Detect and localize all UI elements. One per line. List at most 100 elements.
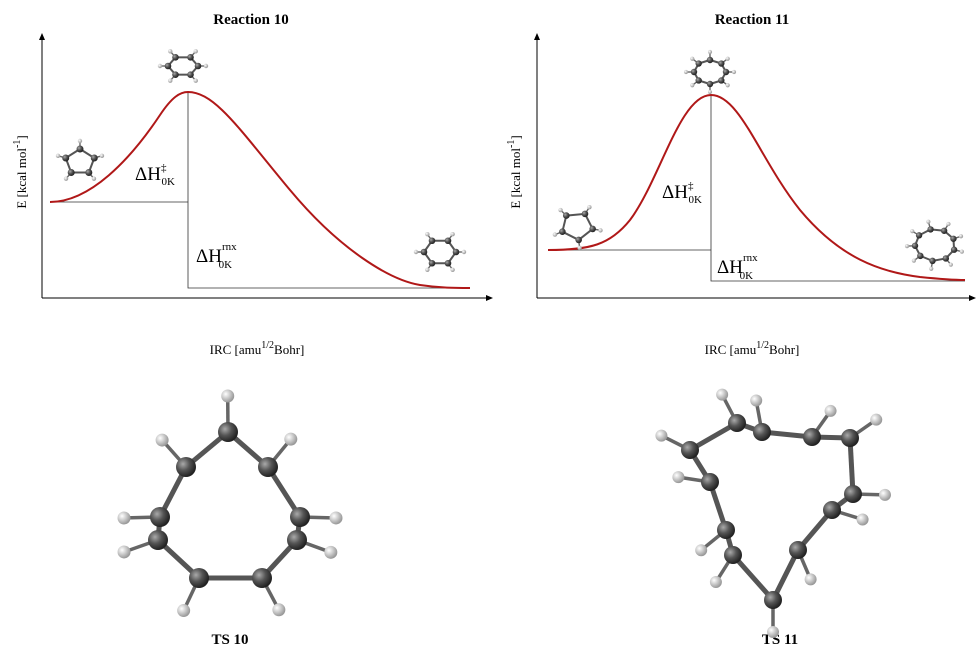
carbon-atom [189, 568, 209, 588]
hydrogen-atom [767, 626, 779, 638]
carbon-atom [77, 146, 84, 153]
carbon-atom [912, 243, 918, 249]
carbon-atom [445, 237, 452, 244]
carbon-atom [176, 457, 196, 477]
hydrogen-atom [450, 268, 454, 272]
carbon-atom [681, 441, 699, 459]
carbon-atom [728, 414, 746, 432]
carbon-atom [589, 226, 596, 233]
hydrogen-atom [708, 50, 712, 54]
hydrogen-atom [949, 263, 953, 267]
carbon-atom [707, 81, 713, 87]
hydrogen-atom [425, 268, 429, 272]
y-axis-label: E [kcal mol-1] [506, 135, 523, 208]
hydrogen-atom [879, 489, 891, 501]
hydrogen-atom [926, 220, 930, 224]
carbon-atom [258, 457, 278, 477]
panel-title: Reaction 11 [715, 12, 790, 28]
hydrogen-atom [194, 49, 198, 53]
hydrogen-atom [708, 90, 712, 94]
carbon-atom [453, 249, 460, 256]
hydrogen-atom [805, 573, 817, 585]
hydrogen-atom [177, 604, 190, 617]
carbon-atom [165, 63, 172, 70]
carbon-atom [695, 77, 701, 83]
hydrogen-atom [194, 79, 198, 83]
hydrogen-atom [684, 70, 688, 74]
structure-label: TS 10 [211, 632, 248, 648]
hydrogen-atom [92, 176, 96, 180]
x-axis-label: IRC [amu1/2Bohr] [210, 340, 305, 357]
carbon-atom [753, 423, 771, 441]
hydrogen-atom [695, 544, 707, 556]
carbon-atom [718, 77, 724, 83]
energy-curve [50, 92, 470, 288]
carbon-atom [218, 422, 238, 442]
carbon-atom [764, 591, 782, 609]
hydrogen-atom [329, 511, 342, 524]
hydrogen-atom [870, 414, 882, 426]
hydrogen-atom [750, 395, 762, 407]
hydrogen-atom [272, 603, 285, 616]
carbon-atom [691, 69, 697, 75]
hydrogen-atom [672, 471, 684, 483]
carbon-atom [917, 253, 923, 259]
carbon-atom [148, 530, 168, 550]
hydrogen-atom [64, 176, 68, 180]
panel-title: Reaction 10 [213, 12, 288, 28]
carbon-atom [927, 226, 933, 232]
hydrogen-atom [910, 229, 914, 233]
carbon-atom [803, 428, 821, 446]
carbon-atom [695, 60, 701, 66]
hydrogen-atom [577, 246, 581, 250]
carbon-atom [575, 237, 582, 244]
carbon-atom [941, 228, 947, 234]
hydrogen-atom [929, 267, 933, 271]
carbon-atom [559, 228, 566, 235]
carbon-atom [172, 71, 179, 78]
carbon-atom [841, 429, 859, 447]
carbon-atom [718, 60, 724, 66]
carbon-atom [950, 236, 956, 242]
carbon-atom [187, 71, 194, 78]
hydrogen-atom [168, 79, 172, 83]
carbon-atom [929, 258, 935, 264]
carbon-atom [252, 568, 272, 588]
hydrogen-atom [56, 154, 60, 158]
carbon-atom [724, 546, 742, 564]
hydrogen-atom [912, 259, 916, 263]
carbon-atom [421, 249, 428, 256]
carbon-atom [844, 485, 862, 503]
carbon-atom [582, 211, 589, 218]
hydrogen-atom [960, 250, 964, 254]
hydrogen-atom [158, 64, 162, 68]
hydrogen-atom [946, 222, 950, 226]
hydrogen-atom [462, 250, 466, 254]
hydrogen-atom [732, 70, 736, 74]
carbon-atom [62, 154, 69, 161]
x-axis-label: IRC [amu1/2Bohr] [705, 340, 800, 357]
carbon-atom [951, 247, 957, 253]
hydrogen-atom [690, 57, 694, 61]
hydrogen-atom [414, 250, 418, 254]
carbon-atom [823, 501, 841, 519]
carbon-atom [717, 521, 735, 539]
carbon-atom [707, 57, 713, 63]
hydrogen-atom [450, 232, 454, 236]
hydrogen-atom [959, 234, 963, 238]
carbon-atom [563, 212, 570, 219]
hydrogen-atom [857, 513, 869, 525]
hydrogen-atom [558, 208, 562, 212]
carbon-atom [287, 530, 307, 550]
carbon-atom [172, 54, 179, 61]
hydrogen-atom [825, 405, 837, 417]
hydrogen-atom [100, 154, 104, 158]
hydrogen-atom [425, 232, 429, 236]
hydrogen-atom [324, 546, 337, 559]
hydrogen-atom [726, 57, 730, 61]
carbon-atom [723, 69, 729, 75]
hydrogen-atom [716, 389, 728, 401]
hydrogen-atom [156, 434, 169, 447]
carbon-atom [916, 232, 922, 238]
